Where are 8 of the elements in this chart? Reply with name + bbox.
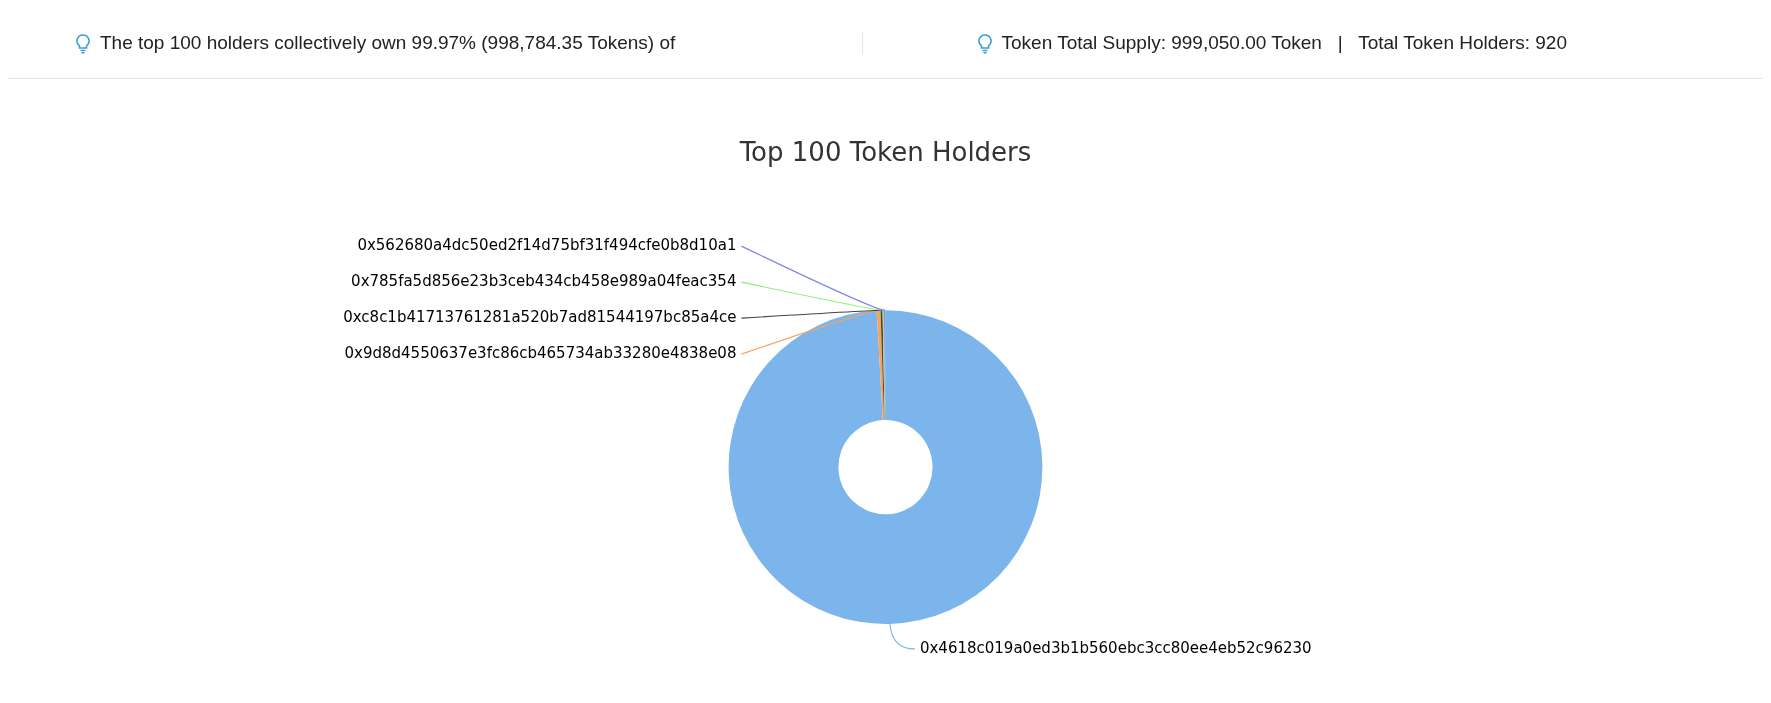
slice-label: 0x9d8d4550637e3fc86cb465734ab33280e4838e08 [344, 344, 737, 363]
slice-label: 0x4618c019a0ed3b1b560ebc3cc80ee4eb52c96230 [919, 638, 1312, 657]
slice-label: 0x562680a4dc50ed2f14d75bf31f494cfe0b8d10a1 [357, 236, 737, 255]
text: The top 100 holders collectively own 99.97% (998,784.35 Tokens) of [100, 32, 676, 53]
chart-title: Top 100 Token Holders [738, 137, 1032, 168]
slice-label: 0x785fa5d856e23b3ceb434cb458e989a04feac354 [351, 272, 737, 291]
slice-label: 0xc8c1b41713761281a520b7ad81544197bc85a4ce [343, 308, 737, 327]
text: Token Total Supply: 999,050.00 Token | Total Token Holders: 920 [1001, 32, 1567, 53]
